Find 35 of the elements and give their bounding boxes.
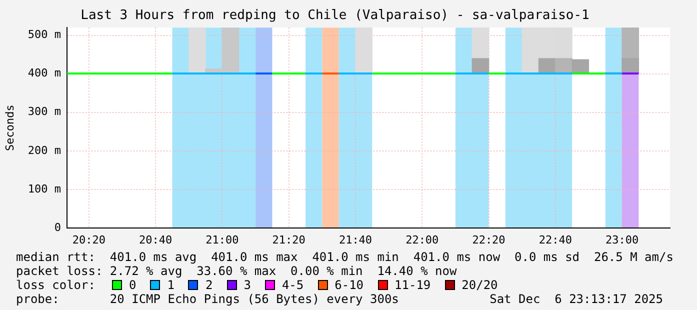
x-tick-label: 22:00: [406, 233, 439, 246]
x-tick-label: 20:20: [72, 233, 106, 246]
bar: [188, 28, 206, 74]
legend-label: 3: [244, 278, 251, 292]
text: Sat Dec 6 23:13:17 2025: [490, 292, 663, 306]
x-tick-label: 23:00: [605, 233, 639, 246]
y-tick-label: 300 m: [28, 105, 62, 118]
text: median rtt: 401.0 ms avg 401.0 ms max 401.0 ms min 401.0 ms now 0.0 ms sd 26.5 M am/s: [16, 250, 674, 264]
y-tick-label: 0: [54, 220, 61, 234]
y-tick-label: 400 m: [28, 66, 62, 80]
x-tick-label: 21:00: [206, 233, 239, 246]
y-axis-title: Seconds: [3, 104, 16, 151]
bar: [572, 59, 590, 74]
legend-label: 11-19: [394, 278, 431, 292]
x-tick-label: 22:40: [538, 233, 572, 246]
bar: [355, 28, 372, 74]
x-tick-label: 20:40: [139, 233, 172, 246]
y-tick-label: 200 m: [28, 144, 62, 157]
x-tick-label: 22:20: [472, 233, 506, 246]
bar: [622, 58, 640, 74]
legend-title: loss color:: [16, 278, 96, 292]
y-tick-label: 100 m: [28, 182, 62, 196]
legend-label: 0: [129, 278, 136, 292]
legend-label: 1: [167, 278, 174, 292]
legend-label: 20/20: [462, 278, 498, 292]
x-tick-label: 21:20: [272, 233, 306, 246]
x-tick-label: 21:40: [338, 233, 372, 246]
bar: [472, 58, 490, 74]
legend-label: 2: [205, 278, 213, 292]
text: probe: 20 ICMP Echo Pings (56 Bytes) every 300s: [16, 292, 399, 306]
legend-label: 4-5: [282, 278, 304, 292]
y-tick-label: 500 m: [28, 28, 62, 42]
legend-label: 6-10: [334, 278, 364, 292]
chart-title: Last 3 Hours from redping to Chile (Valparaiso) - sa-valparaiso-1: [80, 8, 590, 24]
text: packet loss: 2.72 % avg 33.60 % max 0.00 % min 14.40 % now: [16, 264, 458, 278]
